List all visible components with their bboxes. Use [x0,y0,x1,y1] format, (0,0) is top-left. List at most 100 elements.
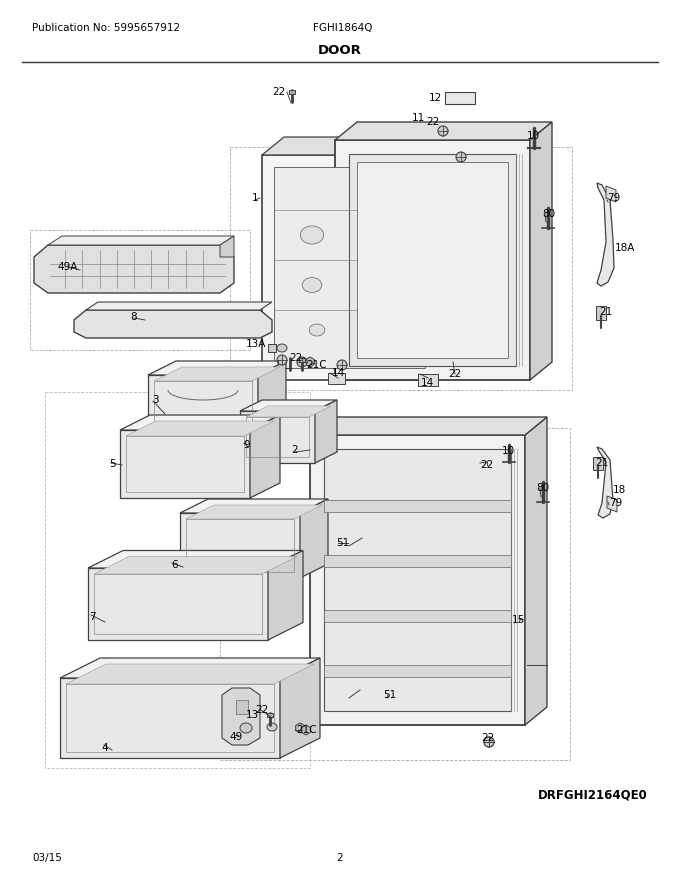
Polygon shape [86,302,272,310]
Polygon shape [88,568,268,640]
Polygon shape [302,725,310,735]
Polygon shape [335,122,552,140]
Text: 3: 3 [152,395,158,405]
Polygon shape [120,430,250,498]
Circle shape [277,355,287,365]
Text: 7: 7 [88,612,95,622]
Polygon shape [240,411,315,463]
Text: 14: 14 [331,368,345,378]
Polygon shape [299,358,305,362]
Polygon shape [310,417,547,435]
Text: 12: 12 [428,93,441,103]
Polygon shape [310,435,525,725]
Text: 22: 22 [426,117,440,127]
Text: 21C: 21C [296,725,318,735]
Polygon shape [300,499,328,578]
Ellipse shape [267,723,277,731]
Text: 22: 22 [481,733,494,743]
Polygon shape [148,361,286,375]
Text: 1: 1 [252,193,258,203]
Text: 80: 80 [537,483,549,493]
Text: 8: 8 [131,312,137,322]
Circle shape [456,152,466,162]
Polygon shape [48,236,234,245]
Polygon shape [597,183,614,286]
Polygon shape [349,154,516,366]
Polygon shape [315,400,337,463]
Polygon shape [88,551,303,568]
Polygon shape [258,361,286,435]
Polygon shape [120,415,280,430]
Text: 21: 21 [599,307,613,317]
Ellipse shape [277,344,287,352]
Polygon shape [236,700,248,714]
Text: DOOR: DOOR [318,43,362,56]
Polygon shape [154,367,280,381]
Circle shape [337,360,347,370]
Polygon shape [148,375,258,435]
Polygon shape [525,417,547,725]
Polygon shape [335,140,530,380]
Polygon shape [324,500,511,512]
Polygon shape [268,551,303,640]
Text: 21C: 21C [307,360,327,370]
Text: FGHI1864Q: FGHI1864Q [313,23,373,33]
Text: 2: 2 [292,445,299,455]
Polygon shape [66,664,314,684]
Polygon shape [445,92,475,104]
Polygon shape [289,90,295,94]
Polygon shape [240,400,337,411]
Polygon shape [180,499,328,513]
Text: 51: 51 [384,690,396,700]
Text: 9: 9 [243,440,250,450]
Polygon shape [262,155,437,380]
Polygon shape [324,555,511,567]
Ellipse shape [309,324,325,336]
Polygon shape [324,665,511,677]
Text: 22: 22 [448,369,462,379]
Text: 22: 22 [480,460,494,470]
Text: 15: 15 [511,615,525,625]
Polygon shape [94,556,297,574]
Circle shape [484,737,494,747]
Text: 49A: 49A [58,262,78,272]
Text: 13: 13 [245,710,258,720]
Polygon shape [606,186,616,202]
Polygon shape [328,373,345,384]
Polygon shape [220,236,234,257]
Circle shape [484,737,494,747]
Text: DRFGHI2164QE0: DRFGHI2164QE0 [539,788,648,802]
Polygon shape [274,167,425,368]
Polygon shape [74,310,272,338]
Polygon shape [34,245,234,293]
Text: 18A: 18A [615,243,635,253]
Polygon shape [607,496,617,512]
Text: 79: 79 [607,193,621,203]
Polygon shape [60,678,280,758]
Polygon shape [296,723,305,733]
Polygon shape [596,306,606,320]
Text: 22: 22 [290,353,303,363]
Polygon shape [180,513,300,578]
Polygon shape [530,122,552,380]
Polygon shape [246,406,331,417]
Polygon shape [324,449,511,711]
Ellipse shape [240,723,252,733]
Text: 14: 14 [420,378,434,388]
Polygon shape [186,505,322,519]
Polygon shape [222,688,260,745]
Polygon shape [418,374,438,386]
Polygon shape [267,713,273,717]
Text: 21: 21 [596,458,609,468]
Text: 22: 22 [273,87,286,97]
Polygon shape [250,415,280,498]
Circle shape [297,357,307,367]
Text: 6: 6 [171,560,178,570]
Text: 79: 79 [609,498,623,508]
Polygon shape [593,457,603,470]
Polygon shape [60,658,320,678]
Polygon shape [268,344,276,352]
Ellipse shape [302,277,322,292]
Text: 80: 80 [543,209,556,219]
Polygon shape [306,357,314,367]
